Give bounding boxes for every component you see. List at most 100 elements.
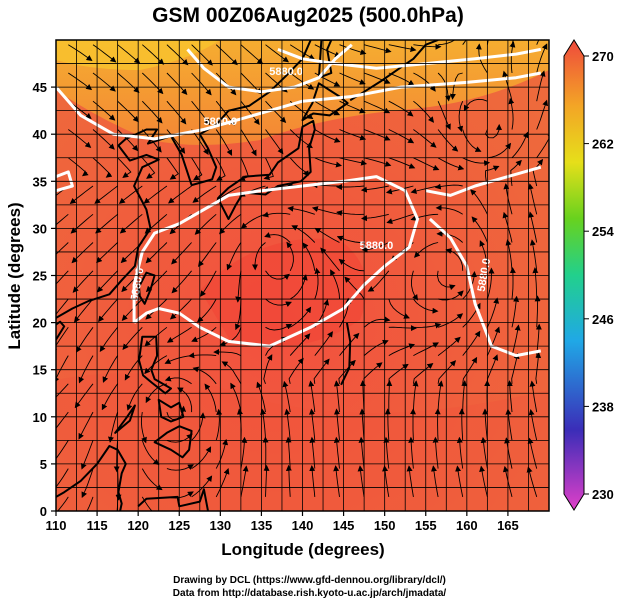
contour-line <box>56 71 542 141</box>
streamline <box>412 362 434 384</box>
streamline <box>388 298 410 319</box>
streamline <box>510 159 522 187</box>
y-tick-label: 35 <box>33 174 47 189</box>
streamline <box>413 43 442 50</box>
streamline <box>256 381 266 413</box>
streamline <box>314 227 340 243</box>
streamline <box>141 440 160 466</box>
streamline <box>191 44 213 66</box>
streamline <box>71 242 94 264</box>
streamline <box>363 44 392 54</box>
streamline <box>528 409 538 441</box>
streamline <box>471 216 488 243</box>
colorbar-tick-label: 262 <box>592 137 614 152</box>
streamline <box>359 408 366 441</box>
streamline <box>164 355 192 364</box>
streamline <box>226 242 242 271</box>
streamline <box>302 242 316 271</box>
contour-line <box>428 217 542 358</box>
coastline-china-coast <box>56 40 312 319</box>
contour-label: 5880.0 <box>360 240 394 252</box>
streamline <box>215 157 226 181</box>
streamline <box>413 322 442 329</box>
coastline-palawan <box>114 404 136 434</box>
streamline <box>96 242 118 264</box>
contour-line <box>425 165 542 197</box>
streamline <box>265 298 292 308</box>
streamline <box>204 383 217 413</box>
streamline <box>435 204 463 215</box>
streamline <box>437 129 459 152</box>
streamline <box>445 248 464 271</box>
colorbar-ticks: 230 238 246 254 262 270 <box>584 49 614 502</box>
streamline <box>309 408 316 441</box>
streamline <box>191 326 217 342</box>
streamline <box>230 382 242 413</box>
x-tick-label: 140 <box>292 518 314 533</box>
streamline <box>171 242 192 265</box>
coastline-luzon <box>138 335 172 395</box>
chart-title: GSM 00Z06Aug2025 (500.0hPa) <box>152 4 464 27</box>
streamline <box>289 72 315 90</box>
credit-dcl: Drawing by DCL (https://www.gfd-dennou.o… <box>173 575 446 586</box>
streamline <box>263 354 273 384</box>
streamline <box>198 242 217 267</box>
streamline <box>221 361 242 385</box>
colorbar-body <box>563 39 585 511</box>
streamline <box>458 408 465 441</box>
streamline <box>141 129 162 153</box>
streamline <box>289 274 308 300</box>
streamline <box>213 348 242 357</box>
streamline <box>57 496 69 511</box>
streamline <box>117 100 139 123</box>
streamline <box>363 339 389 356</box>
streamline <box>143 185 168 204</box>
streamline <box>336 184 365 191</box>
streamline <box>437 380 444 413</box>
y-tick-label: 20 <box>33 316 47 331</box>
streamline <box>197 298 217 323</box>
streamline <box>113 440 120 473</box>
streamline <box>388 157 416 169</box>
streamline <box>330 269 340 300</box>
streamline <box>219 327 242 347</box>
streamline <box>169 298 192 320</box>
streamline <box>311 206 340 215</box>
colorbar-tick-label: 254 <box>592 224 614 239</box>
streamline <box>536 70 546 102</box>
streamline <box>382 465 390 497</box>
streamline <box>145 242 168 264</box>
streamline <box>505 239 513 271</box>
streamline <box>388 363 409 384</box>
streamline <box>363 72 391 84</box>
streamline <box>191 72 212 96</box>
streamline <box>264 232 291 243</box>
streamline <box>215 44 238 66</box>
streamline <box>188 352 217 359</box>
streamline <box>166 157 179 180</box>
streamline <box>56 440 69 466</box>
streamline <box>410 185 439 194</box>
streamline <box>462 356 478 384</box>
streamline <box>509 267 516 300</box>
streamline <box>68 129 92 148</box>
streamline <box>117 157 132 178</box>
streamline <box>470 189 488 215</box>
streamline <box>265 323 293 331</box>
streamline <box>240 465 249 497</box>
streamline <box>338 258 365 272</box>
coastline-hainan <box>56 320 66 341</box>
streamline <box>126 383 143 411</box>
streamline <box>68 44 93 61</box>
x-tick-label: 130 <box>209 518 231 533</box>
colorbar-tick-label: 246 <box>592 312 614 327</box>
streamline <box>388 325 417 332</box>
streamline <box>511 131 529 159</box>
streamline <box>344 276 365 300</box>
streamline <box>240 44 264 65</box>
streamline <box>461 380 468 413</box>
y-tick-label: 25 <box>33 269 47 284</box>
streamline <box>291 225 316 243</box>
streamline <box>308 380 316 413</box>
